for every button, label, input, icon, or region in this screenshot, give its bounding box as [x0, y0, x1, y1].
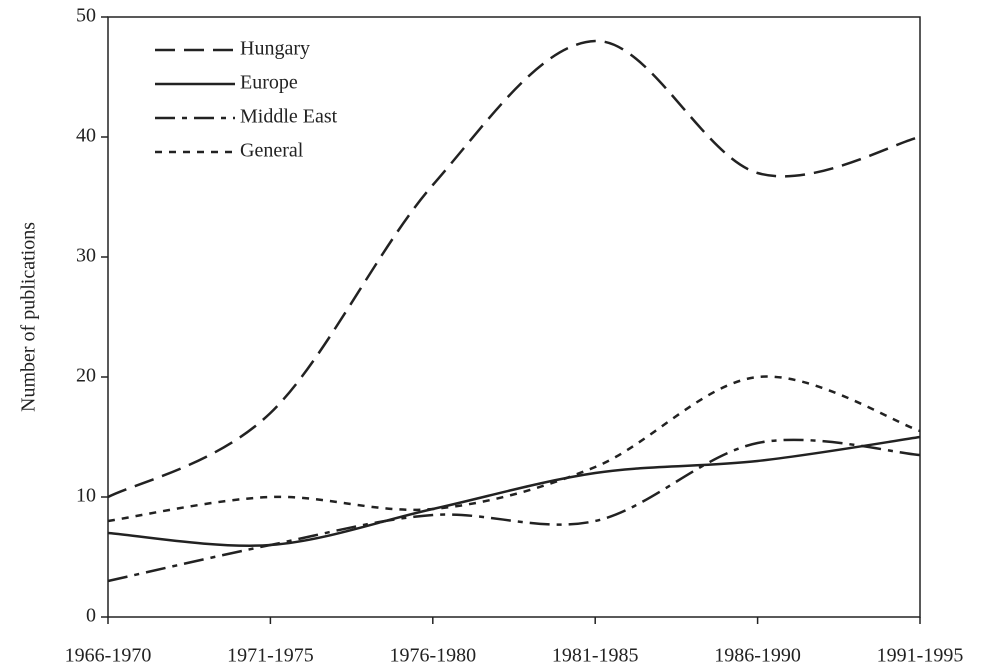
- x-tick-label: 1976-1980: [389, 645, 476, 667]
- x-tick-label: 1981-1985: [552, 645, 639, 667]
- series-line: [107, 375, 921, 523]
- x-tick-label: 1971-1975: [227, 645, 314, 667]
- x-tick-label: 1991-1995: [877, 645, 964, 667]
- series-line: [107, 39, 921, 499]
- y-tick-label: 30: [76, 245, 96, 267]
- legend-label: Europe: [240, 72, 298, 94]
- y-axis-label: Number of publications: [18, 222, 40, 412]
- y-tick-label: 10: [76, 485, 96, 507]
- x-tick-label: 1986-1990: [714, 645, 801, 667]
- y-tick-label: 40: [76, 125, 96, 147]
- y-tick-label: 0: [86, 605, 96, 627]
- legend-label: General: [240, 140, 304, 162]
- plot-frame: [107, 16, 921, 618]
- legend-label: Middle East: [240, 106, 338, 128]
- x-tick-label: 1966-1970: [65, 645, 152, 667]
- y-tick-label: 50: [76, 5, 96, 27]
- y-tick-label: 20: [76, 365, 96, 387]
- series-line: [107, 435, 921, 547]
- series-line: [107, 438, 921, 583]
- legend-label: Hungary: [240, 38, 310, 60]
